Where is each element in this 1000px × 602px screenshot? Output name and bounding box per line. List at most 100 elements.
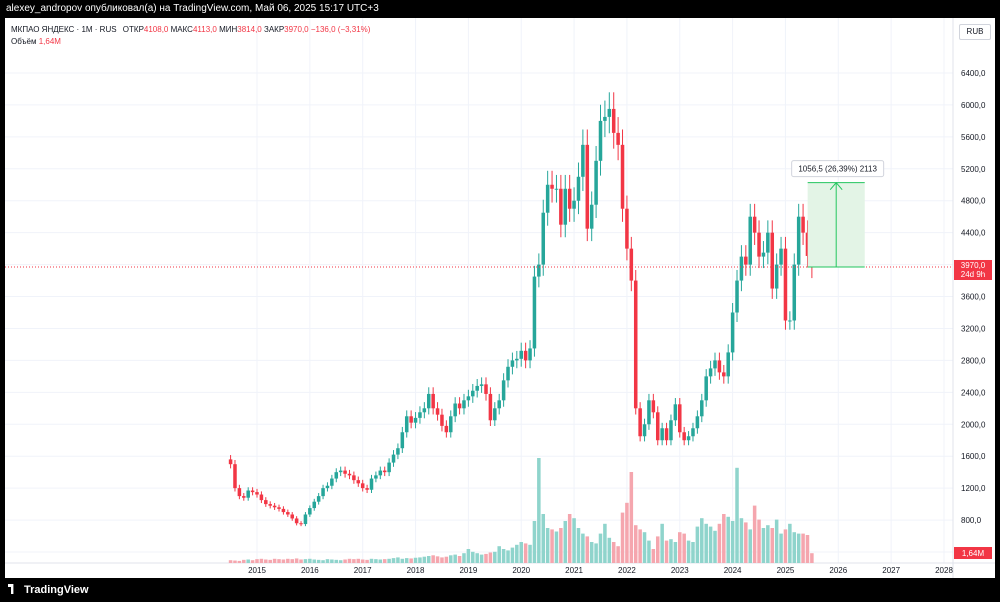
candle-body <box>726 352 730 377</box>
volume-bar <box>250 560 255 563</box>
volume-bar <box>391 558 396 563</box>
candle-body <box>625 208 629 249</box>
y-tick-label: 2000,0 <box>961 420 986 429</box>
candle-body <box>589 204 594 229</box>
symbol-name[interactable]: МКПАО ЯНДЕКС · 1М · RUS <box>11 25 117 34</box>
published-by-text: alexey_andropov опубликовал(а) на Tradin… <box>6 3 379 14</box>
candle-body <box>435 408 440 415</box>
candle-body <box>378 470 383 476</box>
candle-body <box>581 144 585 177</box>
volume-bar <box>343 559 347 563</box>
candle-body <box>567 188 572 209</box>
y-tick-label: 5600,0 <box>961 133 986 142</box>
volume-bar <box>691 542 695 563</box>
candle-body <box>250 490 255 493</box>
candle-body <box>515 358 519 361</box>
candle-body <box>638 408 642 437</box>
candle-body <box>449 416 453 433</box>
y-tick-label: 4400,0 <box>961 229 986 238</box>
candle-body <box>673 404 678 421</box>
volume-bar <box>633 525 638 563</box>
candle-body <box>471 390 475 397</box>
volume-bar <box>400 558 405 563</box>
last-price-label: 3970,0 <box>961 261 986 270</box>
volume-bar <box>616 546 620 563</box>
volume-bar <box>532 521 537 563</box>
candle-body <box>770 232 775 289</box>
volume-bar <box>594 543 598 563</box>
candle-body <box>338 470 343 473</box>
currency-button[interactable]: RUB <box>959 24 991 40</box>
candle-body <box>686 436 691 441</box>
volume-bar <box>792 532 797 563</box>
volume-bar <box>788 523 792 563</box>
volume-bar <box>550 529 554 563</box>
candle-body <box>611 108 616 133</box>
candle-body <box>779 248 783 265</box>
volume-bar <box>277 559 281 563</box>
candle-body <box>488 393 493 421</box>
volume-bar <box>735 467 739 563</box>
volume-bar <box>378 559 383 563</box>
volume-bar <box>510 547 515 563</box>
candle-body <box>722 372 726 377</box>
x-tick-label: 2015 <box>248 566 266 575</box>
candle-body <box>717 360 722 373</box>
candle-body <box>479 384 484 386</box>
volume-bar <box>479 554 484 563</box>
candle-body <box>792 264 797 321</box>
volume-bar <box>554 531 559 563</box>
volume-bar <box>713 530 717 563</box>
close-value: 3970,0 <box>284 25 309 34</box>
y-tick-label: 2400,0 <box>961 388 986 397</box>
published-by-header: alexey_andropov опубликовал(а) на Tradin… <box>0 0 1000 18</box>
chart-panel[interactable]: 1056,5 (26,39%) 2113400,0800,01200,01600… <box>5 18 995 578</box>
volume-bar <box>488 552 493 563</box>
candle-body <box>598 120 603 161</box>
volume-bar <box>700 518 704 563</box>
volume-bar <box>673 542 678 563</box>
candle-body <box>431 393 435 409</box>
candle-body <box>374 475 378 479</box>
volume-bar <box>356 558 361 563</box>
candle-body <box>603 116 607 121</box>
y-tick-label: 800,0 <box>961 516 982 525</box>
candle-body <box>303 514 308 525</box>
candle-body <box>678 404 682 433</box>
volume-bar <box>678 532 682 563</box>
candle-body <box>413 417 418 423</box>
candle-body <box>563 188 568 225</box>
candle-body <box>294 518 299 524</box>
volume-bar <box>347 558 352 563</box>
tradingview-logo[interactable]: TradingView <box>8 584 89 596</box>
volume-bar <box>484 553 488 563</box>
y-tick-label: 1600,0 <box>961 452 986 461</box>
tradingview-logo-icon <box>8 584 14 594</box>
change-value: −136,0 (−3,31%) <box>310 25 371 34</box>
candle-body <box>766 232 770 253</box>
candle-body <box>312 501 317 509</box>
candle-body <box>272 505 277 508</box>
volume-bar <box>730 521 735 563</box>
candle-body <box>774 264 779 289</box>
volume-bar <box>404 558 409 563</box>
volume-bar <box>281 559 286 563</box>
volume-bar <box>303 559 308 563</box>
candle-body <box>264 500 268 505</box>
volume-bar <box>585 536 590 563</box>
candle-body <box>647 400 651 425</box>
candle-body <box>422 408 427 413</box>
measure-label-box <box>791 160 885 178</box>
volume-bar <box>264 559 268 563</box>
candle-body <box>757 232 761 257</box>
volume-bar <box>528 544 532 563</box>
high-value: 4113,0 <box>192 25 217 34</box>
volume-bar <box>722 514 726 563</box>
volume-bar <box>272 558 277 563</box>
volume-bar <box>440 557 444 563</box>
volume-bar <box>409 558 413 563</box>
candlestick-chart[interactable]: 1056,5 (26,39%) 2113400,0800,01200,01600… <box>5 18 995 578</box>
last-price-badge <box>954 259 992 280</box>
volume-bar <box>374 559 378 563</box>
volume-axis-label: 1,64M <box>962 549 985 558</box>
